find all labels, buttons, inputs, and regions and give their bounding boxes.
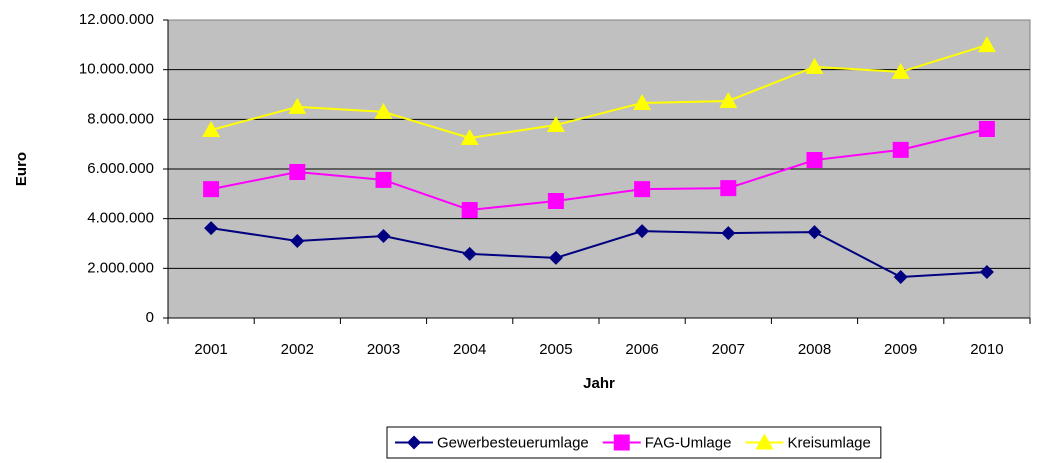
marker — [755, 433, 774, 450]
marker — [979, 265, 994, 280]
marker — [407, 435, 421, 450]
legend-label: FAG-Umlage — [645, 434, 732, 451]
marker — [548, 250, 563, 265]
marker — [806, 152, 823, 169]
y-tick-label: 0 — [146, 309, 154, 326]
marker — [893, 270, 908, 285]
series-line — [210, 128, 988, 211]
x-tick-label: 2005 — [539, 341, 572, 358]
y-tick-label: 6.000.000 — [87, 160, 154, 177]
marker — [203, 181, 220, 198]
marker — [977, 36, 996, 53]
y-tick-label: 4.000.000 — [87, 210, 154, 227]
marker — [805, 57, 824, 74]
legend: Gewerbesteuerumlage FAG-Umlage Kreisumlage — [386, 426, 882, 459]
marker — [290, 234, 305, 249]
x-tick-label: 2003 — [367, 341, 400, 358]
marker — [613, 434, 630, 451]
marker — [204, 221, 219, 236]
legend-label: Gewerbesteuerumlage — [437, 434, 589, 451]
marker — [376, 229, 391, 244]
marker — [547, 193, 564, 210]
marker — [374, 102, 393, 119]
marker — [460, 128, 479, 145]
marker — [202, 121, 221, 138]
marker — [721, 226, 736, 241]
x-tick-label: 2010 — [970, 341, 1003, 358]
x-tick-label: 2009 — [884, 341, 917, 358]
x-axis-label: Jahr — [583, 375, 615, 392]
marker — [375, 171, 392, 188]
marker — [633, 93, 652, 110]
marker — [891, 62, 910, 79]
marker — [288, 97, 307, 114]
series-line — [210, 44, 988, 139]
marker — [720, 180, 737, 197]
series-line — [210, 227, 987, 279]
marker — [289, 163, 306, 180]
x-tick-label: 2004 — [453, 341, 486, 358]
marker — [635, 224, 650, 239]
marker — [719, 91, 738, 108]
marker — [892, 141, 909, 158]
marker — [634, 181, 651, 198]
marker — [462, 246, 477, 261]
marker — [978, 121, 995, 138]
y-axis-label: Euro — [13, 152, 30, 186]
x-tick-label: 2008 — [798, 341, 831, 358]
y-tick-label: 10.000.000 — [79, 61, 154, 78]
y-tick-label: 8.000.000 — [87, 110, 154, 127]
marker — [546, 116, 565, 133]
x-tick-label: 2002 — [281, 341, 314, 358]
y-tick-label: 2.000.000 — [87, 259, 154, 276]
y-tick-label: 12.000.000 — [79, 11, 154, 28]
x-tick-label: 2007 — [712, 341, 745, 358]
x-tick-label: 2001 — [194, 341, 227, 358]
marker — [807, 225, 822, 240]
legend-label: Kreisumlage — [787, 434, 870, 451]
x-tick-label: 2006 — [625, 341, 658, 358]
marker — [461, 201, 478, 218]
